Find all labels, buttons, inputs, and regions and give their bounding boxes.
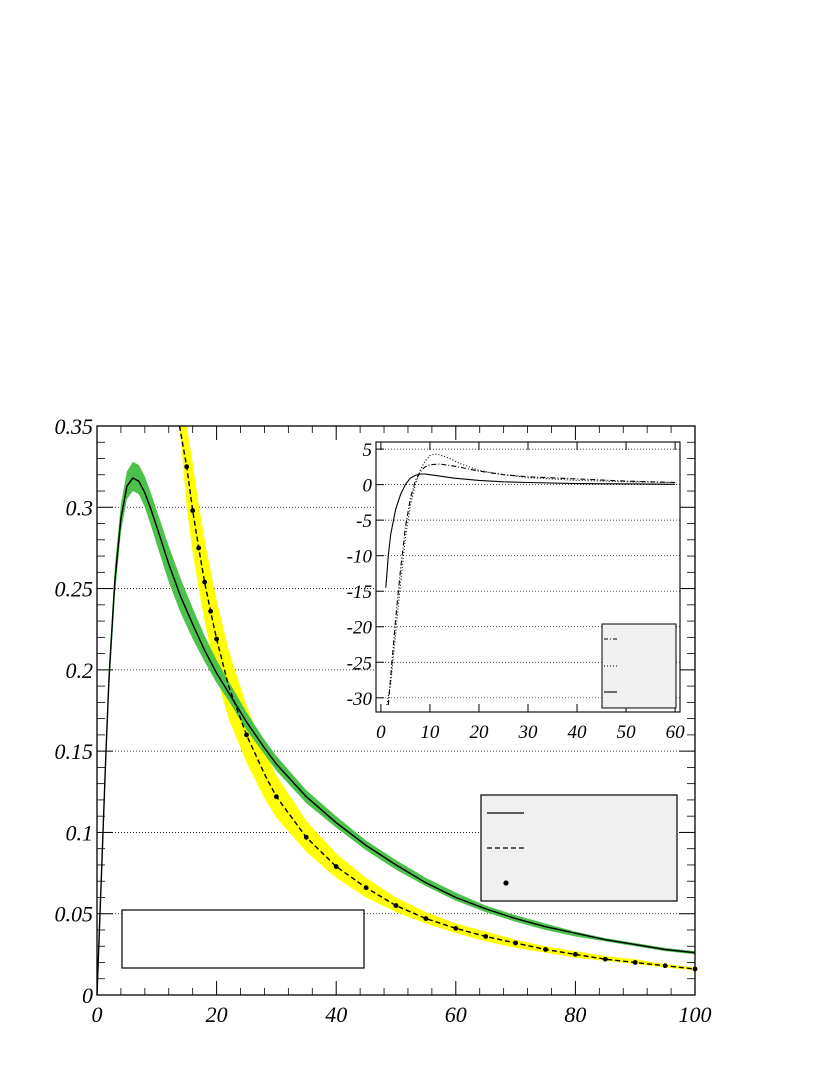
main-x-tick-label: 100: [679, 1002, 712, 1027]
inset-x-tick-label: 60: [666, 722, 686, 743]
inset-x-tick-label: 30: [518, 722, 539, 743]
main-legend: [480, 794, 678, 902]
inset-series-line-ly-g: [387, 463, 676, 705]
main-y-tick-label: 0.15: [55, 739, 94, 764]
expansion-point: [190, 508, 196, 513]
expansion-point: [513, 940, 518, 946]
main-y-tick-label: 0.35: [55, 414, 94, 439]
inset-y-tick-label: 0: [363, 476, 373, 497]
expansion-point: [196, 545, 202, 551]
expansion-point: [363, 885, 369, 891]
expansion-point: [214, 636, 220, 642]
main-y-tick-label: 0.2: [66, 658, 94, 683]
inset-y-tick-label: -25: [347, 653, 372, 674]
inset-series-lines: [385, 453, 676, 705]
expansion-point: [184, 464, 190, 470]
expansion-point: [423, 916, 429, 921]
main-y-tick-label: 0: [82, 983, 93, 1008]
inset-series-line-kn: [385, 473, 676, 588]
main-x-tick-label: 0: [92, 1002, 103, 1027]
main-uncertainty-bands: [97, 426, 695, 995]
main-legend-box: [480, 794, 678, 902]
inset-x-tick-label: 20: [469, 722, 489, 743]
scale-band-label-box: [121, 909, 365, 969]
expansion-point: [333, 864, 339, 869]
inset-y-tick-label: -10: [347, 547, 373, 568]
fixed-order-band: [179, 426, 695, 971]
expansion-point: [632, 960, 638, 965]
inset-y-tick-label: -30: [347, 689, 373, 710]
expansion-point: [274, 794, 279, 800]
expansion-point: [662, 963, 668, 969]
main-x-tick-label: 20: [206, 1002, 228, 1027]
inset-y-tick-label: -15: [347, 582, 372, 603]
expansion-point: [543, 947, 548, 952]
main-series-lines: [96, 425, 696, 996]
inset-legend-box: [601, 623, 677, 709]
expansion-point: [573, 951, 578, 957]
inset-x-tick-label: 50: [617, 722, 637, 743]
main-y-tick-label: 0.25: [55, 577, 94, 602]
main-plot-frame: [96, 425, 696, 996]
inset-y-tick-label: 5: [363, 440, 373, 461]
main-y-tick-label: 0.3: [66, 495, 94, 520]
inset-x-tick-label: 40: [568, 722, 588, 743]
expansion-point: [453, 925, 459, 931]
inset-y-tick-label: -5: [356, 511, 372, 532]
expansion-point: [303, 834, 309, 840]
scale-band-label: [121, 909, 365, 969]
expansion-point: [208, 608, 214, 614]
main-x-tick-label: 80: [564, 1002, 586, 1027]
expansion-points: [184, 464, 698, 972]
expansion-point: [393, 903, 399, 908]
inset-legend: [601, 623, 677, 709]
expansion-point: [202, 579, 208, 585]
inset-x-tick-label: 0: [376, 722, 386, 743]
inset-x-tick-label: 10: [420, 722, 440, 743]
expansion-point: [244, 732, 249, 738]
main-y-tick-label: 0.1: [66, 820, 94, 845]
legend-swatch-expansion: [503, 880, 509, 886]
main-x-tick-label: 40: [325, 1002, 347, 1027]
expansion-point: [602, 956, 608, 962]
inset-series-line-blny: [386, 453, 676, 705]
main-y-tick-label: 0.05: [55, 902, 94, 927]
expansion-point: [483, 934, 489, 939]
series-line-total: [96, 477, 696, 996]
total-band: [97, 461, 695, 995]
inset-y-tick-label: -20: [347, 618, 373, 639]
main-x-tick-label: 60: [445, 1002, 467, 1027]
